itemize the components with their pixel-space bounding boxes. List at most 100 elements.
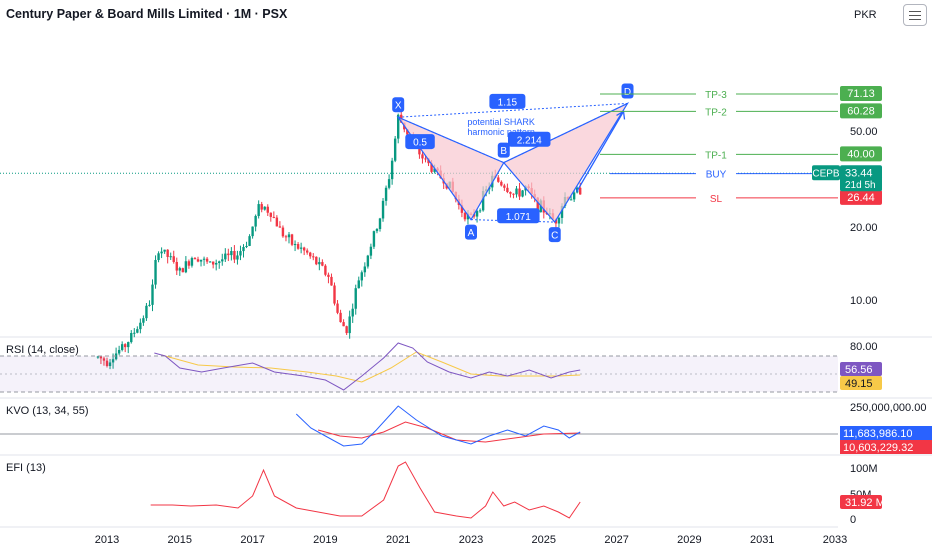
candle bbox=[302, 247, 306, 251]
candle bbox=[363, 266, 367, 273]
level-label-buy: BUY bbox=[706, 170, 727, 181]
candle bbox=[557, 217, 561, 224]
candle bbox=[509, 192, 512, 194]
candle bbox=[266, 206, 269, 213]
level-label-tp-2: TP-2 bbox=[705, 107, 727, 118]
candle bbox=[202, 258, 206, 260]
rsi-ma-value: 49.15 bbox=[845, 378, 873, 390]
candle bbox=[460, 205, 464, 213]
level-label-tp-1: TP-1 bbox=[705, 150, 727, 161]
y-tick-label: 10.00 bbox=[850, 295, 878, 307]
ratio-badge bbox=[497, 208, 540, 224]
x-tick-label: 2019 bbox=[313, 534, 337, 546]
candle bbox=[124, 344, 127, 348]
candle bbox=[166, 249, 169, 257]
candle bbox=[221, 259, 224, 262]
kvo-value-badge bbox=[840, 426, 932, 440]
ratio-badge bbox=[507, 131, 551, 147]
ticker-badge bbox=[812, 165, 840, 181]
x-tick-label: 2033 bbox=[823, 534, 847, 546]
projection-line bbox=[575, 111, 625, 193]
candle bbox=[242, 247, 245, 252]
candle bbox=[215, 262, 218, 265]
candle bbox=[518, 188, 521, 197]
candle bbox=[315, 256, 318, 265]
rsi-band bbox=[0, 356, 838, 392]
candle bbox=[227, 253, 230, 256]
efi-line bbox=[150, 461, 581, 519]
countdown-value: 21d 5h bbox=[845, 180, 876, 191]
candle bbox=[569, 199, 573, 201]
candle bbox=[500, 181, 503, 186]
point-label-x: X bbox=[395, 101, 402, 112]
candle bbox=[245, 245, 248, 248]
point-badge-b bbox=[497, 142, 510, 158]
level-price-value: 40.00 bbox=[847, 148, 875, 160]
candle bbox=[375, 229, 379, 232]
ratio-badge bbox=[489, 93, 526, 109]
candle bbox=[478, 210, 482, 212]
candle bbox=[157, 253, 160, 260]
rsi-ma-line bbox=[161, 351, 581, 383]
candle bbox=[136, 329, 139, 333]
efi-value: 31.92 M bbox=[845, 497, 885, 509]
candle bbox=[397, 114, 400, 139]
candle bbox=[178, 268, 181, 271]
candle bbox=[284, 236, 288, 238]
candle bbox=[218, 261, 221, 263]
candle bbox=[381, 200, 385, 219]
candle bbox=[393, 138, 397, 161]
point-badge-a bbox=[465, 224, 477, 240]
rsi-value-badge bbox=[840, 362, 882, 376]
candle bbox=[114, 353, 118, 360]
kvo-line bbox=[295, 405, 581, 447]
efi-pane-label: EFI (13) bbox=[6, 462, 46, 474]
candle bbox=[199, 259, 203, 262]
candle bbox=[117, 349, 121, 354]
candle bbox=[430, 163, 433, 172]
candle bbox=[536, 197, 539, 213]
candle bbox=[293, 244, 297, 246]
candle bbox=[251, 226, 254, 237]
candle bbox=[139, 322, 142, 330]
kvo-signal-value: 10,603,229.32 bbox=[843, 442, 913, 454]
candle bbox=[299, 247, 303, 249]
candle bbox=[151, 284, 154, 305]
candle bbox=[96, 356, 100, 358]
candle bbox=[211, 261, 215, 265]
level-label-bg bbox=[696, 190, 736, 205]
candle bbox=[154, 259, 157, 285]
level-price-value: 60.28 bbox=[847, 105, 875, 117]
level-price-value: 71.13 bbox=[847, 88, 875, 100]
candle bbox=[345, 326, 348, 334]
candle bbox=[296, 244, 300, 249]
candle bbox=[120, 344, 124, 350]
point-badge-d bbox=[621, 83, 634, 99]
candle bbox=[348, 316, 351, 334]
x-tick-label: 2027 bbox=[604, 534, 628, 546]
candle bbox=[160, 251, 163, 254]
candle bbox=[369, 246, 373, 256]
currency-label[interactable]: PKR bbox=[854, 9, 877, 21]
candle bbox=[351, 308, 354, 317]
candle bbox=[257, 204, 260, 216]
candle bbox=[181, 268, 185, 273]
candle bbox=[390, 160, 394, 180]
candle bbox=[327, 274, 330, 277]
kvo-pane-label: KVO (13, 34, 55) bbox=[6, 405, 89, 417]
candle bbox=[224, 253, 227, 260]
candle bbox=[378, 218, 382, 230]
candle bbox=[560, 205, 564, 218]
candle bbox=[336, 303, 339, 313]
candle bbox=[354, 288, 357, 309]
settings-icon[interactable] bbox=[903, 4, 927, 26]
candle bbox=[275, 217, 279, 227]
candle bbox=[163, 249, 166, 252]
candle bbox=[360, 272, 363, 281]
kvo-signal-line bbox=[317, 421, 581, 443]
candle bbox=[278, 226, 282, 228]
candle bbox=[263, 206, 266, 210]
level-label-bg bbox=[696, 86, 736, 101]
x-tick-label: 2023 bbox=[459, 534, 483, 546]
